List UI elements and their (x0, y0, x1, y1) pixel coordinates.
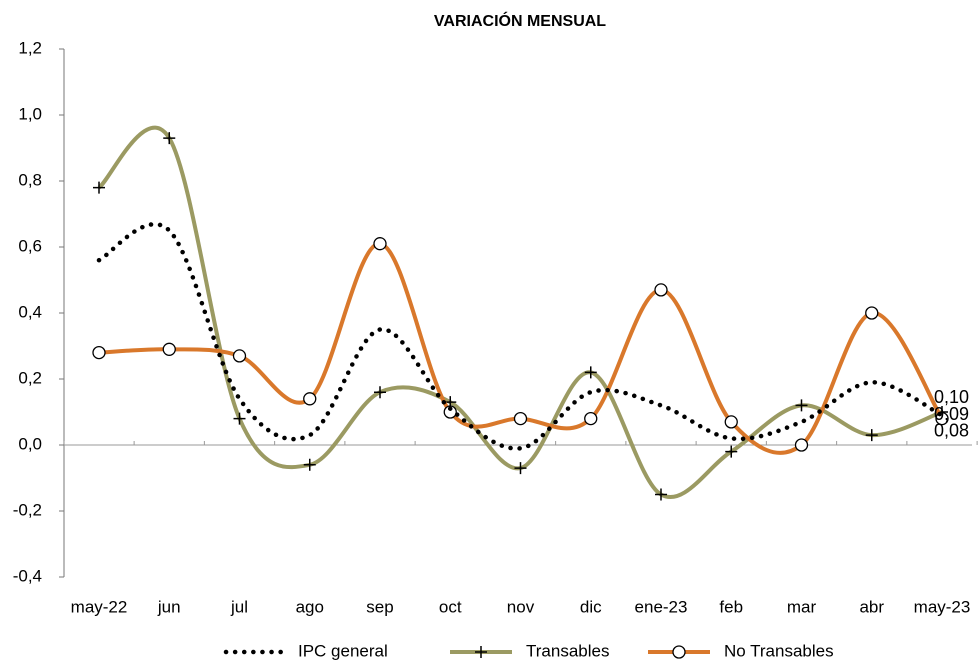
plus-marker-shape (795, 399, 808, 412)
plus-marker-shape (584, 366, 597, 379)
series-line (96, 222, 945, 451)
plus-marker-shape (303, 458, 316, 471)
y-tick-label: 1,0 (18, 104, 42, 123)
circle-marker (724, 415, 738, 429)
x-tick-label: mar (787, 597, 817, 616)
end-value-label: 0,10 (934, 387, 969, 407)
circle-marker (865, 306, 879, 320)
circle-marker (162, 342, 176, 356)
y-tick-label: 0,4 (18, 302, 42, 321)
x-tick-label: jun (157, 597, 181, 616)
plus-marker (303, 458, 316, 471)
plus-marker-shape (163, 132, 176, 145)
plus-marker (163, 132, 176, 145)
plus-marker-shape (865, 429, 878, 442)
y-tick-label: 0,0 (18, 434, 42, 453)
y-tick-label: 1,2 (18, 38, 42, 57)
plus-marker-shape (93, 181, 105, 194)
plus-marker-shape (514, 462, 527, 475)
plus-marker (584, 366, 597, 379)
series-line (97, 126, 943, 499)
end-value-label: 0,09 (934, 404, 969, 424)
x-tick-label: ene-23 (635, 597, 688, 616)
plus-marker-shape (655, 488, 667, 501)
y-tick-label: -0,2 (13, 500, 42, 519)
legend-marker (672, 645, 686, 659)
plus-marker-shape (725, 445, 738, 458)
circle-marker (513, 411, 528, 426)
x-tick-label: may-23 (914, 597, 971, 616)
circle-marker (92, 345, 106, 360)
x-tick-label: ago (296, 597, 324, 616)
y-tick-label: 0,6 (18, 236, 42, 255)
x-tick-label: abr (859, 597, 884, 616)
circle-marker (654, 283, 668, 297)
end-value-label: 0,08 (934, 420, 969, 440)
circle-marker (373, 237, 387, 251)
circle-marker (794, 438, 809, 452)
plus-marker (725, 445, 738, 458)
plus-marker (374, 386, 386, 399)
x-tick-label: sep (366, 597, 393, 616)
circle-marker (303, 392, 317, 406)
plus-marker-shape (233, 412, 246, 425)
x-tick-label: dic (580, 597, 602, 616)
plus-marker (93, 181, 105, 194)
legend-label: Transables (526, 641, 609, 660)
legend-marker (475, 646, 487, 658)
x-tick-label: jul (230, 597, 248, 616)
plus-marker (865, 429, 878, 442)
plus-marker (514, 462, 527, 475)
y-tick-label: 0,8 (18, 170, 42, 189)
x-tick-label: feb (719, 597, 743, 616)
chart-title: VARIACIÓN MENSUAL (434, 11, 606, 30)
plus-marker (233, 412, 246, 425)
circle-marker (443, 405, 457, 419)
y-tick-label: 0,2 (18, 368, 42, 387)
x-tick-label: may-22 (71, 597, 128, 616)
plus-marker (655, 488, 667, 501)
x-tick-label: nov (507, 597, 535, 616)
circle-marker (232, 349, 247, 363)
legend-label: No Transables (724, 641, 834, 660)
legend-label: IPC general (298, 641, 388, 660)
x-tick-label: oct (439, 597, 462, 616)
plus-marker (795, 399, 808, 412)
plus-marker-shape (374, 386, 386, 399)
circle-marker (584, 411, 598, 426)
y-tick-label: -0,4 (13, 566, 42, 585)
